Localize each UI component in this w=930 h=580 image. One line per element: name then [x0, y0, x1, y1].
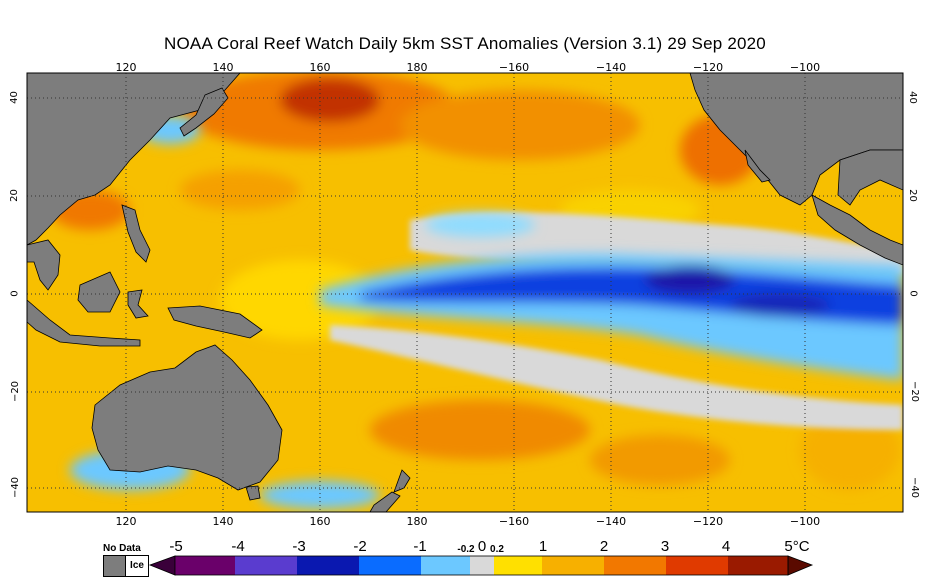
- legend-neutral-low: -0.2: [457, 544, 475, 555]
- lon-tick-bottom: −100: [789, 515, 821, 528]
- ocean-field: [27, 73, 903, 512]
- lat-tick-left: 20: [8, 189, 20, 202]
- lat-tick-left: 40: [8, 91, 20, 104]
- lat-tick-right: 40: [906, 91, 918, 104]
- lon-tick-top: 160: [309, 61, 331, 74]
- lon-tick-bottom: 160: [309, 515, 331, 528]
- lat-tick-left: 0: [9, 290, 21, 297]
- lon-tick-bottom: 120: [115, 515, 137, 528]
- lon-tick-bottom: −120: [692, 515, 724, 528]
- legend-neutral-high: 0.2: [490, 544, 504, 555]
- lon-tick-bottom: −140: [595, 515, 627, 528]
- no-data-label: No Data: [103, 543, 141, 554]
- lat-tick-right: −20: [909, 380, 921, 403]
- map-frame: [26, 72, 904, 513]
- no-data-swatch: [103, 555, 127, 577]
- lon-tick-top: −140: [595, 61, 627, 74]
- map-title: NOAA Coral Reef Watch Daily 5km SST Anom…: [164, 34, 766, 53]
- lon-tick-top: 120: [115, 61, 137, 74]
- legend-colorbar: [148, 555, 814, 576]
- legend-tick-label: 1: [538, 538, 548, 555]
- lon-tick-bottom: 180: [406, 515, 428, 528]
- legend-tick-label: 3: [660, 538, 670, 555]
- lon-tick-top: −160: [498, 61, 530, 74]
- lat-tick-right: 20: [906, 189, 918, 202]
- legend-tick-label: -4: [231, 538, 245, 555]
- legend-zero: 0: [477, 538, 487, 555]
- legend-tick-label: -1: [413, 538, 427, 555]
- lon-tick-top: 140: [212, 61, 234, 74]
- lat-tick-right: 0: [907, 290, 919, 297]
- legend-tick-label: -2: [353, 538, 367, 555]
- legend-tick-label: -5: [169, 538, 183, 555]
- legend-tick-label: 5°C: [784, 538, 810, 555]
- legend-tick-label: -3: [292, 538, 306, 555]
- lat-tick-left: −40: [10, 476, 22, 499]
- lon-tick-top: 180: [406, 61, 428, 74]
- lon-tick-top: −120: [692, 61, 724, 74]
- lon-tick-bottom: −160: [498, 515, 530, 528]
- land-masses: [27, 73, 903, 512]
- lon-tick-top: −100: [789, 61, 821, 74]
- lat-tick-right: −40: [909, 476, 921, 499]
- ice-swatch: Ice: [125, 555, 149, 577]
- lon-tick-bottom: 140: [212, 515, 234, 528]
- legend-tick-label: 2: [599, 538, 609, 555]
- legend-tick-label: 4: [721, 538, 731, 555]
- lat-tick-left: −20: [10, 380, 22, 403]
